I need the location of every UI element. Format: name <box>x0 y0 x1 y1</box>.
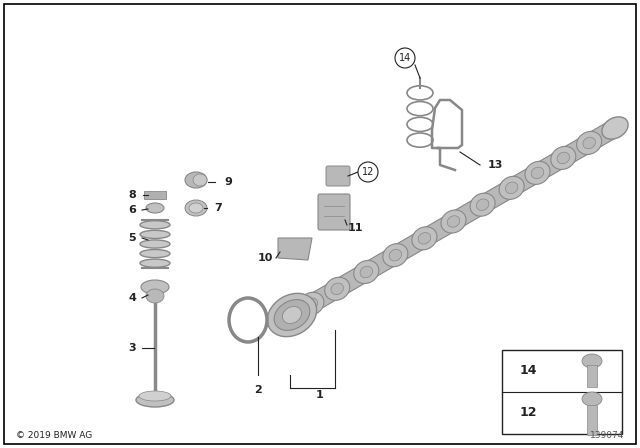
Ellipse shape <box>268 293 317 336</box>
Text: 12: 12 <box>362 167 374 177</box>
Ellipse shape <box>299 292 324 315</box>
Text: 4: 4 <box>128 293 136 303</box>
Ellipse shape <box>189 203 203 213</box>
Bar <box>587 405 597 435</box>
Text: 12: 12 <box>520 406 538 419</box>
Ellipse shape <box>470 193 495 216</box>
Ellipse shape <box>557 152 570 164</box>
Text: 5: 5 <box>128 233 136 243</box>
Ellipse shape <box>441 210 466 233</box>
Text: 10: 10 <box>257 253 273 263</box>
Text: 1: 1 <box>316 390 324 400</box>
Bar <box>144 191 166 199</box>
Text: 6: 6 <box>128 205 136 215</box>
Polygon shape <box>278 238 312 260</box>
Ellipse shape <box>185 172 207 188</box>
Ellipse shape <box>140 250 170 258</box>
Ellipse shape <box>525 161 550 185</box>
Ellipse shape <box>383 244 408 267</box>
Ellipse shape <box>602 117 628 139</box>
Ellipse shape <box>331 283 344 295</box>
Ellipse shape <box>447 216 460 227</box>
Ellipse shape <box>136 393 174 407</box>
Bar <box>502 350 622 434</box>
Polygon shape <box>287 120 620 323</box>
Ellipse shape <box>140 240 170 248</box>
Ellipse shape <box>476 199 489 211</box>
Ellipse shape <box>141 280 169 294</box>
Ellipse shape <box>140 259 170 267</box>
Ellipse shape <box>389 250 402 261</box>
Circle shape <box>358 162 378 182</box>
Text: 14: 14 <box>399 53 411 63</box>
Ellipse shape <box>282 306 301 323</box>
Ellipse shape <box>531 167 544 179</box>
Text: 7: 7 <box>214 203 222 213</box>
Ellipse shape <box>582 354 602 368</box>
Text: 3: 3 <box>128 343 136 353</box>
Text: 2: 2 <box>254 385 262 395</box>
Circle shape <box>395 48 415 68</box>
Ellipse shape <box>577 131 602 155</box>
Ellipse shape <box>418 233 431 244</box>
Ellipse shape <box>146 203 164 213</box>
Ellipse shape <box>146 289 164 303</box>
Ellipse shape <box>412 227 437 250</box>
Ellipse shape <box>139 391 171 401</box>
Ellipse shape <box>583 137 595 149</box>
FancyBboxPatch shape <box>318 194 350 230</box>
FancyBboxPatch shape <box>326 166 350 186</box>
Text: 9: 9 <box>224 177 232 187</box>
Ellipse shape <box>360 266 372 278</box>
Text: 8: 8 <box>128 190 136 200</box>
Text: 13: 13 <box>487 160 502 170</box>
Ellipse shape <box>582 392 602 406</box>
Text: 14: 14 <box>520 365 538 378</box>
Ellipse shape <box>193 174 207 186</box>
Ellipse shape <box>140 221 170 229</box>
Ellipse shape <box>551 146 576 169</box>
Bar <box>587 365 597 387</box>
Text: © 2019 BMW AG: © 2019 BMW AG <box>16 431 92 440</box>
Ellipse shape <box>185 200 207 216</box>
Ellipse shape <box>140 230 170 238</box>
Ellipse shape <box>499 177 524 199</box>
Ellipse shape <box>324 277 349 300</box>
Text: 139074: 139074 <box>589 431 624 440</box>
Ellipse shape <box>274 300 310 331</box>
Ellipse shape <box>506 182 518 194</box>
Ellipse shape <box>354 260 379 284</box>
Text: 11: 11 <box>348 223 363 233</box>
Ellipse shape <box>305 298 317 310</box>
